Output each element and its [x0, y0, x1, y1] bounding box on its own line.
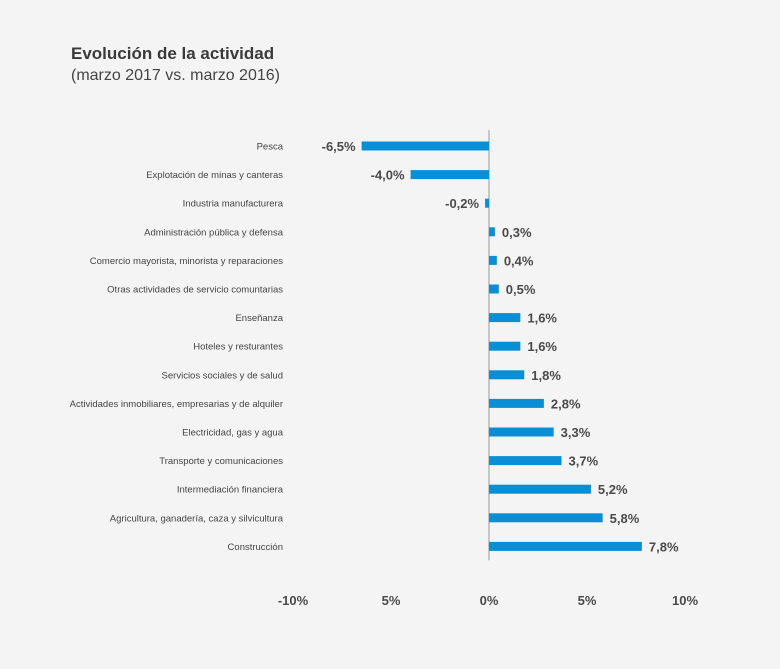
value-label: 1,6%	[527, 311, 557, 326]
category-label: Otras actividades de servicio comuntaria…	[107, 285, 283, 296]
category-label: Hoteles y resturantes	[193, 342, 283, 353]
bar	[410, 170, 489, 180]
value-label: -6,5%	[322, 139, 356, 154]
value-label: 0,4%	[504, 253, 534, 268]
chart-subtitle: (marzo 2017 vs. marzo 2016)	[71, 67, 280, 84]
value-label: 5,2%	[598, 482, 628, 497]
value-label: 7,8%	[649, 539, 679, 554]
value-label: 1,8%	[531, 368, 561, 383]
value-label: 3,3%	[561, 425, 591, 440]
category-label: Administración pública y defensa	[144, 227, 284, 238]
category-label: Explotación de minas y canteras	[146, 170, 283, 181]
bar	[489, 227, 495, 237]
bar	[489, 427, 554, 437]
bar	[489, 255, 497, 265]
category-label: Pesca	[257, 142, 284, 153]
x-tick-label: 10%	[672, 593, 698, 608]
x-tick-label: 5%	[578, 593, 597, 608]
value-label: 0,5%	[506, 282, 536, 297]
category-label: Electricidad, gas y agua	[182, 428, 284, 439]
value-label: 0,3%	[502, 225, 532, 240]
category-label: Transporte y comunicaciones	[159, 456, 283, 467]
bar	[489, 398, 544, 408]
category-label: Construcción	[228, 542, 283, 553]
value-label: 1,6%	[527, 339, 557, 354]
bar	[489, 513, 603, 523]
bar	[489, 456, 562, 466]
category-label: Enseñanza	[235, 313, 283, 324]
bar	[489, 484, 591, 494]
bar	[361, 141, 489, 151]
chart-title: Evolución de la actividad	[71, 44, 275, 63]
category-label: Intermediación financiera	[177, 485, 284, 496]
x-tick-label: 5%	[382, 593, 401, 608]
bar	[489, 313, 521, 323]
value-label: 5,8%	[610, 511, 640, 526]
bar	[489, 370, 525, 380]
category-label: Industria manufacturera	[183, 199, 284, 210]
value-label: 3,7%	[569, 454, 599, 469]
value-label: -4,0%	[371, 168, 405, 183]
category-label: Comercio mayorista, minorista y reparaci…	[90, 256, 283, 267]
category-label: Actividades inmobiliares, empresarias y …	[70, 399, 283, 410]
category-label: Agricultura, ganadería, caza y silvicult…	[110, 513, 284, 524]
bar	[489, 541, 642, 551]
bar	[489, 284, 499, 294]
bar	[489, 341, 521, 351]
value-label: 2,8%	[551, 396, 581, 411]
x-tick-label: -10%	[278, 593, 309, 608]
category-label: Servicios sociales y de salud	[162, 370, 283, 381]
bar	[485, 198, 489, 208]
value-label: -0,2%	[445, 196, 479, 211]
x-tick-label: 0%	[480, 593, 499, 608]
